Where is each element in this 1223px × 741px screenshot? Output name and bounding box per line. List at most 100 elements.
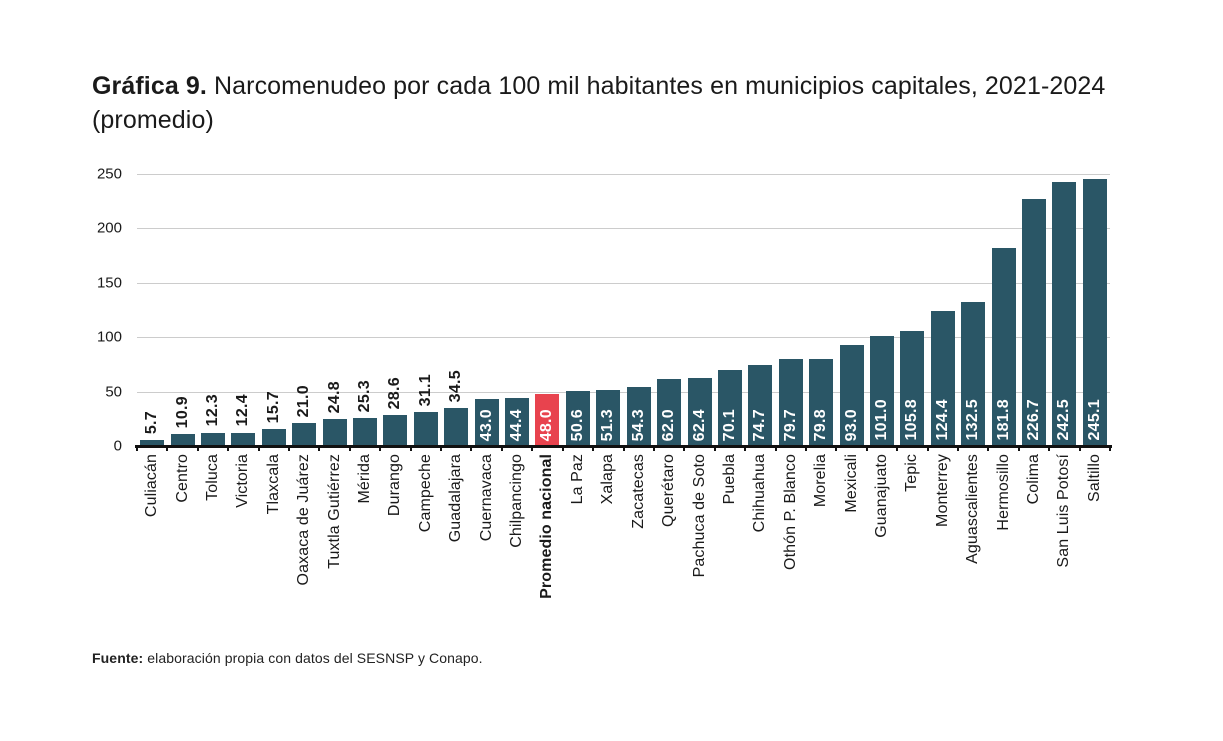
- x-axis-tick-30: [1048, 446, 1051, 451]
- value-label-20: 74.7: [751, 408, 769, 441]
- chart-title-number: Gráfica 9.: [92, 72, 207, 100]
- x-axis-tick-6: [318, 446, 321, 451]
- x-axis-label-0: Culiacán: [143, 454, 161, 518]
- value-label-14: 50.6: [568, 408, 586, 441]
- x-axis-tick-13: [531, 446, 534, 451]
- x-axis-label-12: Chilpancingo: [508, 454, 526, 548]
- gridline-250: [137, 174, 1110, 175]
- value-label-24: 101.0: [872, 399, 890, 441]
- x-axis-tick-24: [865, 446, 868, 451]
- value-label-29: 226.7: [1024, 399, 1042, 441]
- value-label-9: 31.1: [416, 373, 434, 407]
- x-axis-tick-11: [470, 446, 473, 451]
- bar-9: [413, 412, 438, 446]
- bar-10: [444, 408, 469, 446]
- x-axis-label-15: Xalapa: [599, 454, 617, 505]
- value-label-31: 245.1: [1085, 399, 1103, 441]
- x-axis-label-9: Campeche: [416, 454, 434, 533]
- x-axis-label-18: Pachuca de Soto: [690, 454, 708, 578]
- value-label-30: 242.5: [1055, 399, 1073, 441]
- bar-21: [778, 359, 803, 446]
- value-label-27: 132.5: [964, 399, 982, 441]
- bar-12: [505, 397, 530, 446]
- x-axis-label-14: La Paz: [568, 454, 586, 505]
- x-axis-label-29: Colima: [1024, 454, 1042, 505]
- x-axis-label-13: Promedio nacional: [538, 454, 556, 599]
- bar-2: [201, 432, 226, 446]
- x-axis-tick-0: [136, 446, 138, 451]
- x-axis-tick-18: [683, 446, 686, 451]
- x-axis-tick-22: [804, 446, 807, 451]
- bar-28: [991, 248, 1016, 446]
- bar-17: [657, 378, 682, 446]
- x-axis-tick-16: [622, 446, 625, 451]
- y-axis-label-0: 0: [113, 437, 122, 455]
- bar-19: [717, 369, 742, 446]
- bar-30: [1052, 182, 1077, 446]
- bar-25: [900, 330, 925, 446]
- x-axis-tick-31: [1078, 446, 1081, 451]
- bar-promedio-nacional: [535, 393, 560, 446]
- value-label-23: 93.0: [842, 408, 860, 441]
- gridline-150: [137, 282, 1110, 284]
- x-axis-tick-32: [1109, 446, 1111, 451]
- x-axis-tick-3: [227, 446, 230, 451]
- x-axis-tick-28: [987, 446, 990, 451]
- value-label-1: 10.9: [173, 395, 191, 429]
- x-axis-label-1: Centro: [173, 454, 191, 503]
- x-axis-label-27: Aguascalientes: [964, 454, 982, 564]
- x-axis-tick-5: [288, 446, 291, 451]
- x-axis-label-26: Monterrey: [933, 454, 951, 527]
- x-axis-tick-2: [196, 446, 199, 451]
- bar-24: [869, 336, 894, 446]
- x-axis-tick-25: [896, 446, 899, 451]
- bar-6: [322, 419, 347, 446]
- value-label-7: 25.3: [356, 380, 374, 413]
- x-axis-tick-4: [257, 446, 260, 451]
- value-label-16: 54.3: [629, 408, 647, 441]
- gridline-200: [137, 228, 1110, 230]
- x-axis-tick-19: [713, 446, 716, 451]
- value-label-25: 105.8: [903, 399, 921, 441]
- x-axis-tick-29: [1017, 446, 1020, 451]
- x-axis-label-22: Morelia: [812, 454, 830, 508]
- x-axis-label-11: Cuernavaca: [477, 454, 495, 542]
- value-label-2: 12.3: [204, 394, 222, 427]
- x-axis-label-21: Othón P. Blanco: [781, 454, 799, 570]
- x-axis-label-6: Tuxtla Gutiérrez: [325, 454, 343, 569]
- x-axis-tick-20: [744, 446, 747, 451]
- x-axis-tick-23: [835, 446, 838, 451]
- x-axis-tick-14: [561, 446, 564, 451]
- bar-26: [930, 310, 955, 446]
- value-label-12: 44.4: [508, 408, 526, 441]
- gridline-50: [137, 391, 1110, 393]
- bar-3: [231, 432, 256, 446]
- x-axis-label-8: Durango: [386, 454, 404, 517]
- x-axis-tick-27: [956, 446, 959, 451]
- value-label-18: 62.4: [690, 408, 708, 441]
- x-axis-label-3: Victoria: [234, 454, 252, 508]
- bar-8: [383, 414, 408, 446]
- value-label-21: 79.7: [781, 408, 799, 441]
- value-label-19: 70.1: [720, 408, 738, 441]
- x-axis-label-23: Mexicali: [842, 454, 860, 513]
- bar-27: [961, 301, 986, 446]
- x-axis-label-31: Saltillo: [1085, 454, 1103, 502]
- source-note: Fuente: elaboración propia con datos del…: [92, 650, 483, 666]
- x-axis-tick-15: [592, 446, 595, 451]
- bar-23: [839, 344, 864, 446]
- x-axis-label-19: Puebla: [720, 454, 738, 505]
- value-label-6: 24.8: [325, 380, 343, 414]
- x-axis-tick-12: [500, 446, 503, 451]
- x-axis-label-24: Guanajuato: [872, 454, 890, 538]
- bar-20: [748, 364, 773, 446]
- bar-31: [1082, 179, 1107, 446]
- x-axis-tick-8: [379, 446, 382, 451]
- chart-title: Gráfica 9. Narcomenudeo por cada 100 mil…: [92, 70, 1152, 137]
- x-axis-label-16: Zacatecas: [629, 454, 647, 529]
- x-axis-tick-21: [774, 446, 777, 451]
- bar-1: [170, 434, 195, 446]
- bar-16: [626, 386, 651, 446]
- x-axis-tick-10: [440, 446, 443, 451]
- value-label-22: 79.8: [812, 408, 830, 441]
